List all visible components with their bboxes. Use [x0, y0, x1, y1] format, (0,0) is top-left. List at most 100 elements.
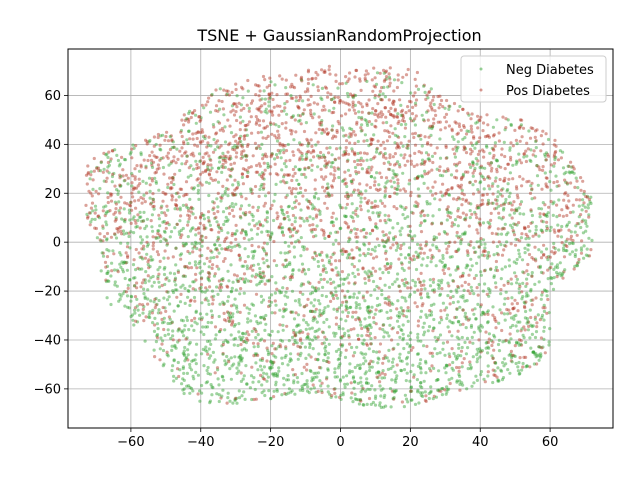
point-neg-diabetes [255, 283, 258, 286]
point-pos-diabetes [214, 325, 217, 328]
point-pos-diabetes [438, 106, 441, 109]
point-pos-diabetes [413, 91, 416, 94]
point-neg-diabetes [377, 371, 380, 374]
point-neg-diabetes [576, 264, 579, 267]
point-pos-diabetes [520, 161, 523, 164]
point-pos-diabetes [553, 143, 556, 146]
point-pos-diabetes [322, 234, 325, 237]
point-neg-diabetes [411, 279, 414, 282]
point-neg-diabetes [360, 116, 363, 119]
point-pos-diabetes [354, 281, 357, 284]
point-pos-diabetes [305, 157, 308, 160]
point-pos-diabetes [369, 218, 372, 221]
point-pos-diabetes [449, 296, 452, 299]
point-neg-diabetes [262, 272, 265, 275]
point-neg-diabetes [537, 248, 540, 251]
point-neg-diabetes [519, 343, 522, 346]
point-neg-diabetes [455, 234, 458, 237]
point-neg-diabetes [461, 336, 464, 339]
point-neg-diabetes [145, 225, 148, 228]
point-neg-diabetes [312, 347, 315, 350]
point-neg-diabetes [178, 368, 181, 371]
point-pos-diabetes [433, 152, 436, 155]
point-pos-diabetes [456, 231, 459, 234]
point-neg-diabetes [504, 319, 507, 322]
point-pos-diabetes [512, 200, 515, 203]
point-pos-diabetes [315, 214, 318, 217]
point-neg-diabetes [328, 146, 331, 149]
point-pos-diabetes [511, 216, 514, 219]
point-neg-diabetes [200, 245, 203, 248]
point-pos-diabetes [468, 225, 471, 228]
point-neg-diabetes [493, 335, 496, 338]
point-pos-diabetes [255, 147, 258, 150]
point-neg-diabetes [364, 353, 367, 356]
point-neg-diabetes [347, 311, 350, 314]
point-pos-diabetes [329, 172, 332, 175]
point-pos-diabetes [246, 175, 249, 178]
point-pos-diabetes [491, 341, 494, 344]
point-neg-diabetes [181, 388, 184, 391]
point-pos-diabetes [290, 192, 293, 195]
point-pos-diabetes [284, 127, 287, 130]
point-neg-diabetes [295, 179, 298, 182]
point-pos-diabetes [111, 173, 114, 176]
point-neg-diabetes [335, 217, 338, 220]
point-neg-diabetes [475, 274, 478, 277]
point-neg-diabetes [187, 176, 190, 179]
point-neg-diabetes [186, 372, 189, 375]
point-neg-diabetes [365, 159, 368, 162]
point-pos-diabetes [359, 163, 362, 166]
point-pos-diabetes [492, 349, 495, 352]
point-pos-diabetes [291, 223, 294, 226]
point-pos-diabetes [107, 151, 110, 154]
point-neg-diabetes [310, 230, 313, 233]
point-pos-diabetes [256, 209, 259, 212]
point-pos-diabetes [336, 274, 339, 277]
point-neg-diabetes [368, 316, 371, 319]
point-neg-diabetes [357, 194, 360, 197]
point-neg-diabetes [207, 372, 210, 375]
point-neg-diabetes [328, 109, 331, 112]
point-neg-diabetes [437, 336, 440, 339]
point-pos-diabetes [329, 300, 332, 303]
point-neg-diabetes [362, 362, 365, 365]
point-pos-diabetes [421, 304, 424, 307]
point-pos-diabetes [321, 186, 324, 189]
point-pos-diabetes [530, 187, 533, 190]
point-neg-diabetes [539, 215, 542, 218]
point-neg-diabetes [152, 275, 155, 278]
point-pos-diabetes [432, 278, 435, 281]
point-pos-diabetes [532, 235, 535, 238]
point-pos-diabetes [348, 77, 351, 80]
point-neg-diabetes [372, 401, 375, 404]
point-neg-diabetes [419, 358, 422, 361]
point-neg-diabetes [394, 134, 397, 137]
point-pos-diabetes [263, 78, 266, 81]
point-pos-diabetes [307, 98, 310, 101]
point-pos-diabetes [169, 187, 172, 190]
point-neg-diabetes [430, 390, 433, 393]
point-pos-diabetes [195, 167, 198, 170]
point-neg-diabetes [401, 338, 404, 341]
point-neg-diabetes [534, 140, 537, 143]
point-neg-diabetes [305, 153, 308, 156]
point-neg-diabetes [432, 256, 435, 259]
point-pos-diabetes [495, 260, 498, 263]
point-pos-diabetes [192, 287, 195, 290]
point-neg-diabetes [228, 314, 231, 317]
point-pos-diabetes [379, 219, 382, 222]
point-pos-diabetes [449, 382, 452, 385]
point-pos-diabetes [221, 100, 224, 103]
point-neg-diabetes [164, 334, 167, 337]
point-pos-diabetes [224, 247, 227, 250]
point-neg-diabetes [344, 319, 347, 322]
point-pos-diabetes [314, 77, 317, 80]
point-pos-diabetes [511, 354, 514, 357]
point-neg-diabetes [520, 123, 523, 126]
point-neg-diabetes [311, 376, 314, 379]
point-pos-diabetes [406, 105, 409, 108]
point-neg-diabetes [188, 363, 191, 366]
point-pos-diabetes [370, 166, 373, 169]
point-pos-diabetes [378, 350, 381, 353]
